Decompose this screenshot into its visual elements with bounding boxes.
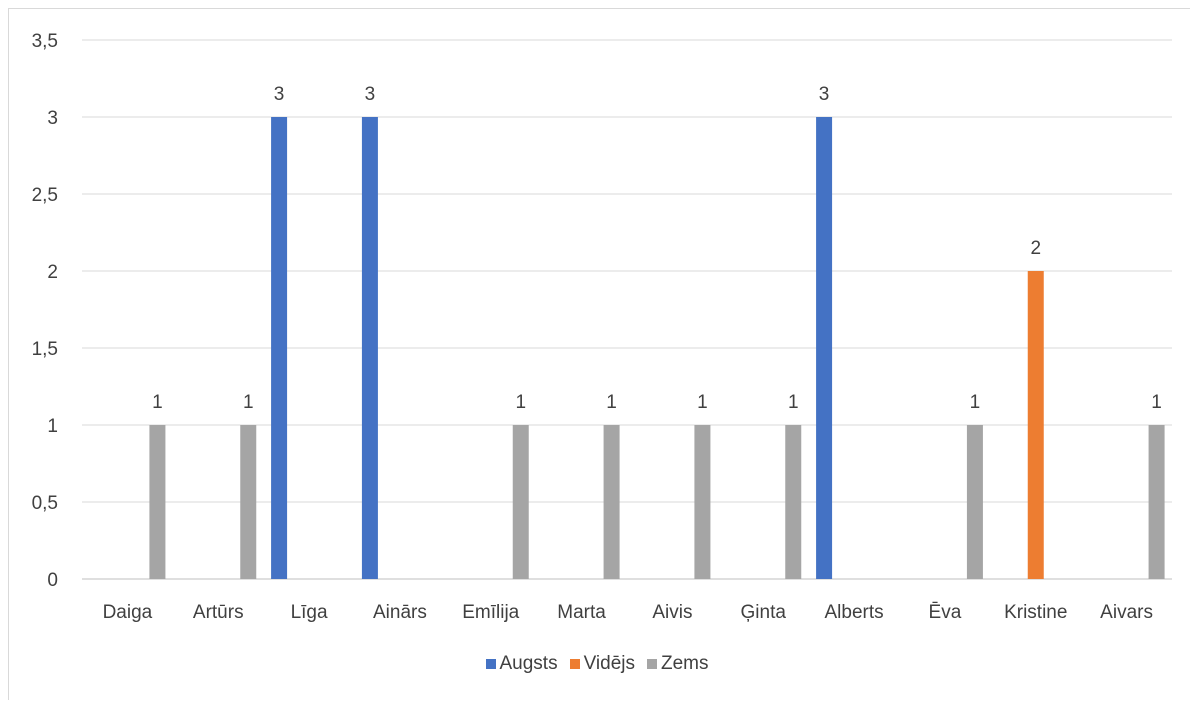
x-category-label: Līga xyxy=(291,602,328,623)
bar-zems xyxy=(512,425,529,579)
legend-label: Vidējs xyxy=(583,653,635,674)
chart-frame xyxy=(8,8,1190,700)
bar-augsts xyxy=(816,117,833,579)
y-tick-label: 1,5 xyxy=(32,339,58,360)
y-tick-label: 3,5 xyxy=(32,31,58,52)
bar-zems xyxy=(240,425,257,579)
x-category-label: Aivis xyxy=(652,602,692,623)
data-label: 1 xyxy=(1151,392,1162,413)
data-label: 3 xyxy=(274,84,285,105)
x-category-label: Emīlija xyxy=(462,602,519,623)
legend-item: Zems xyxy=(647,653,709,675)
bar-chart: 0 0,5 1 1,5 2 2,5 3 3,5 1 1 3 3 1 1 1 1 3 1 2 1 Daiga Artūr… xyxy=(32,31,1172,623)
y-tick-label: 1 xyxy=(47,416,58,437)
data-label: 1 xyxy=(970,392,981,413)
legend-item: Vidējs xyxy=(569,653,635,675)
bar-augsts xyxy=(361,117,378,579)
data-label: 1 xyxy=(243,392,254,413)
data-label: 1 xyxy=(697,392,708,413)
data-label: 3 xyxy=(365,84,376,105)
legend-item: Augsts xyxy=(485,653,558,675)
bar-zems xyxy=(149,425,166,579)
bar-vidējs xyxy=(1027,271,1044,579)
y-tick-label: 0,5 xyxy=(32,493,58,514)
data-label: 1 xyxy=(152,392,163,413)
bar-zems xyxy=(694,425,711,579)
legend-swatch xyxy=(485,659,496,669)
bar-augsts xyxy=(271,117,288,579)
x-category-label: Artūrs xyxy=(193,602,244,623)
y-tick-label: 3 xyxy=(47,108,58,129)
data-label: 3 xyxy=(819,84,830,105)
x-category-label: Kristine xyxy=(1004,602,1067,623)
legend-swatch xyxy=(647,659,657,669)
data-label: 1 xyxy=(515,392,526,413)
legend-label: Augsts xyxy=(499,653,558,674)
y-tick-label: 2,5 xyxy=(32,185,58,206)
legend-label: Zems xyxy=(661,653,709,674)
x-category-label: Ģinta xyxy=(741,602,787,623)
bar-zems xyxy=(1148,425,1165,579)
y-tick-label: 0 xyxy=(47,570,58,591)
data-label: 2 xyxy=(1030,238,1041,259)
x-category-label: Aivars xyxy=(1100,602,1153,623)
x-category-label: Ainārs xyxy=(373,602,427,623)
chart-legend: Augsts Vidējs Zems xyxy=(0,653,1194,675)
bar-zems xyxy=(966,425,983,579)
bar-zems xyxy=(603,425,620,579)
x-axis-categories: Daiga Artūrs Līga Ainārs Emīlija Marta Aivis Ģi… xyxy=(103,602,1153,623)
x-category-label: Marta xyxy=(557,602,606,623)
y-axis-ticks: 0 0,5 1 1,5 2 2,5 3 3,5 xyxy=(32,31,58,591)
bars xyxy=(149,117,1165,579)
data-labels: 1 1 3 3 1 1 1 1 3 1 2 1 xyxy=(152,84,1162,413)
x-category-label: Ēva xyxy=(929,602,962,623)
data-label: 1 xyxy=(788,392,799,413)
gridlines xyxy=(82,39,1172,580)
bar-zems xyxy=(785,425,802,579)
x-category-label: Daiga xyxy=(103,602,153,623)
y-tick-label: 2 xyxy=(47,262,58,283)
x-category-label: Alberts xyxy=(825,602,884,623)
data-label: 1 xyxy=(606,392,617,413)
legend-swatch xyxy=(569,659,580,669)
